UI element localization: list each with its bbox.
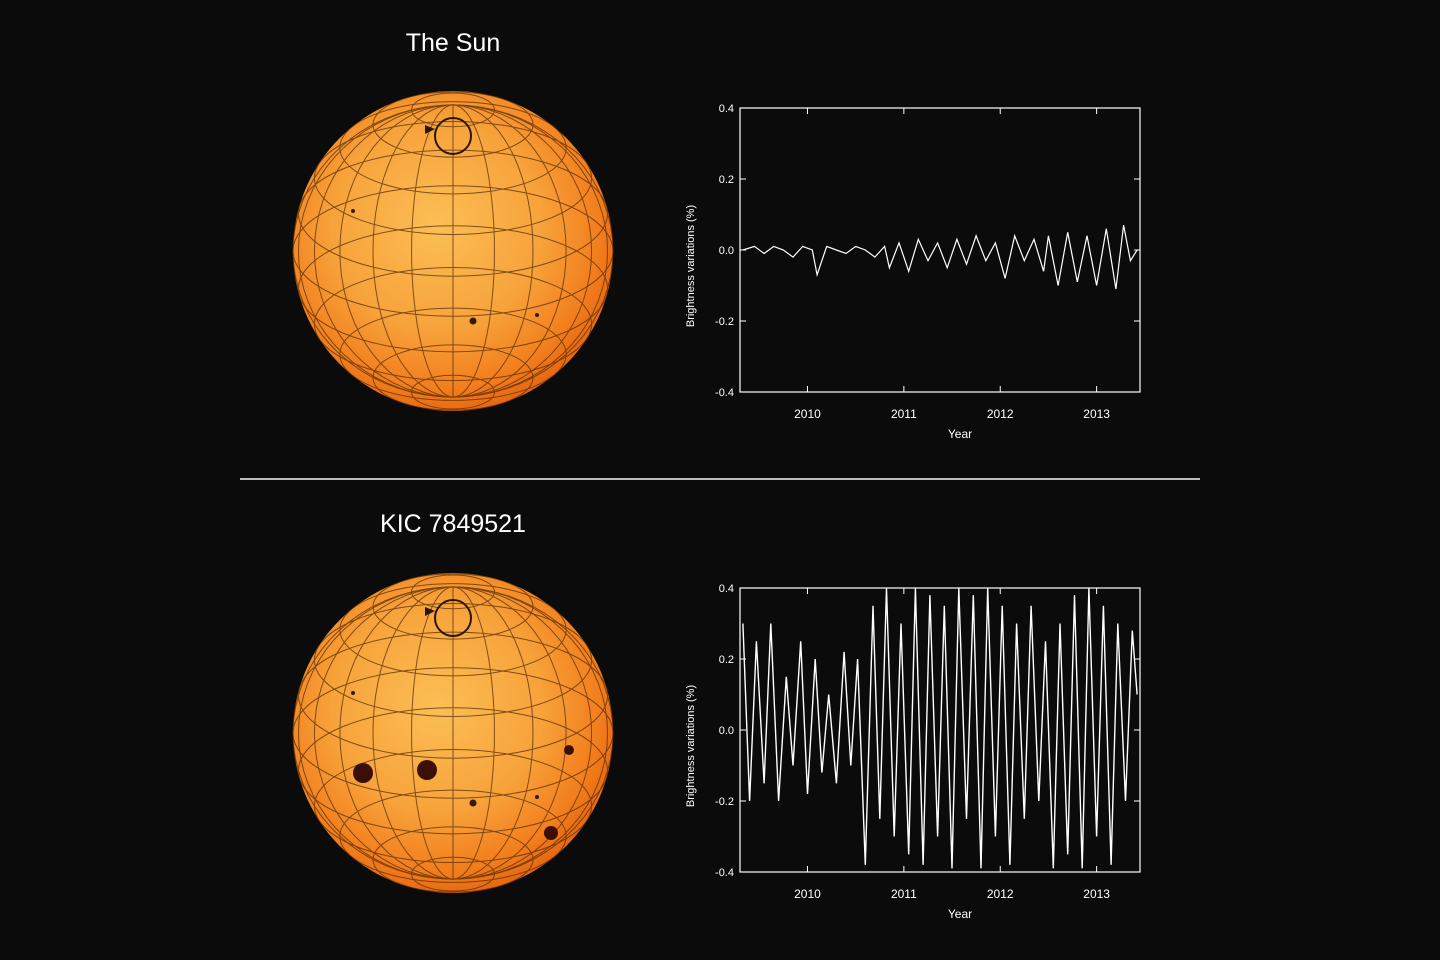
longitude-line	[297, 586, 454, 880]
kic-panel: KIC 7849521 Brightness variations (%) Ye…	[0, 480, 1440, 960]
divider	[240, 478, 1200, 480]
x-tick-label: 2010	[794, 407, 821, 421]
y-tick-label: 0.4	[719, 583, 734, 595]
kic-brightness-chart: Brightness variations (%) Year 0.4 0.2 0.0…	[685, 583, 1141, 921]
y-tick-label: 0.0	[719, 245, 734, 257]
longitude-line	[339, 104, 454, 398]
x-tick-label: 2011	[891, 887, 917, 901]
y-tick-label: 0.2	[719, 654, 734, 666]
longitude-line	[452, 586, 534, 880]
longitude-line	[297, 104, 454, 398]
sun-brightness-chart: Brightness variations (%) Year 0.4 0.2 0.0…	[685, 103, 1141, 441]
longitude-line	[452, 104, 609, 398]
y-tick-label: -0.2	[715, 316, 734, 328]
x-tick-label: 2012	[987, 407, 1014, 421]
longitude-line	[411, 586, 454, 880]
y-axis-label: Brightness variations (%)	[685, 205, 697, 327]
x-axis-label: Year	[948, 907, 972, 921]
data-series-line	[742, 587, 1138, 869]
longitude-line	[452, 586, 614, 880]
longitude-line	[452, 586, 593, 880]
longitude-line	[313, 104, 454, 398]
y-tick-label: -0.4	[715, 867, 734, 879]
x-tick-label: 2013	[1083, 887, 1110, 901]
x-tick-label: 2012	[987, 887, 1014, 901]
sun-panel: The Sun Brightness variations (%) Year 0…	[292, 29, 1141, 441]
longitude-line	[452, 586, 495, 880]
y-tick-label: 0.4	[719, 103, 734, 115]
x-tick-label: 2013	[1083, 407, 1110, 421]
longitude-line	[372, 104, 454, 398]
y-tick-label: 0.0	[719, 725, 734, 737]
panel-title: The Sun	[405, 29, 501, 57]
longitude-line	[411, 104, 454, 398]
data-series-line	[742, 224, 1138, 290]
longitude-line	[339, 586, 454, 880]
panel-title: KIC 7849521	[380, 510, 526, 538]
longitude-line	[313, 586, 454, 880]
x-tick-label: 2010	[794, 887, 821, 901]
longitude-line	[372, 586, 454, 880]
sun-globe-illustration	[292, 91, 614, 411]
longitude-line	[452, 586, 609, 880]
longitude-line	[452, 104, 614, 398]
x-axis-label: Year	[948, 427, 972, 441]
y-axis-label: Brightness variations (%)	[685, 685, 697, 807]
longitude-line	[452, 104, 567, 398]
x-tick-label: 2011	[891, 407, 917, 421]
longitude-line	[452, 104, 593, 398]
y-tick-label: -0.2	[715, 796, 734, 808]
y-tick-label: 0.2	[719, 174, 734, 186]
kic-globe-illustration	[292, 573, 614, 893]
longitude-line	[452, 104, 495, 398]
longitude-line	[452, 104, 534, 398]
y-tick-label: -0.4	[715, 387, 734, 399]
longitude-line	[292, 586, 454, 880]
longitude-line	[452, 586, 567, 880]
longitude-line	[292, 104, 454, 398]
